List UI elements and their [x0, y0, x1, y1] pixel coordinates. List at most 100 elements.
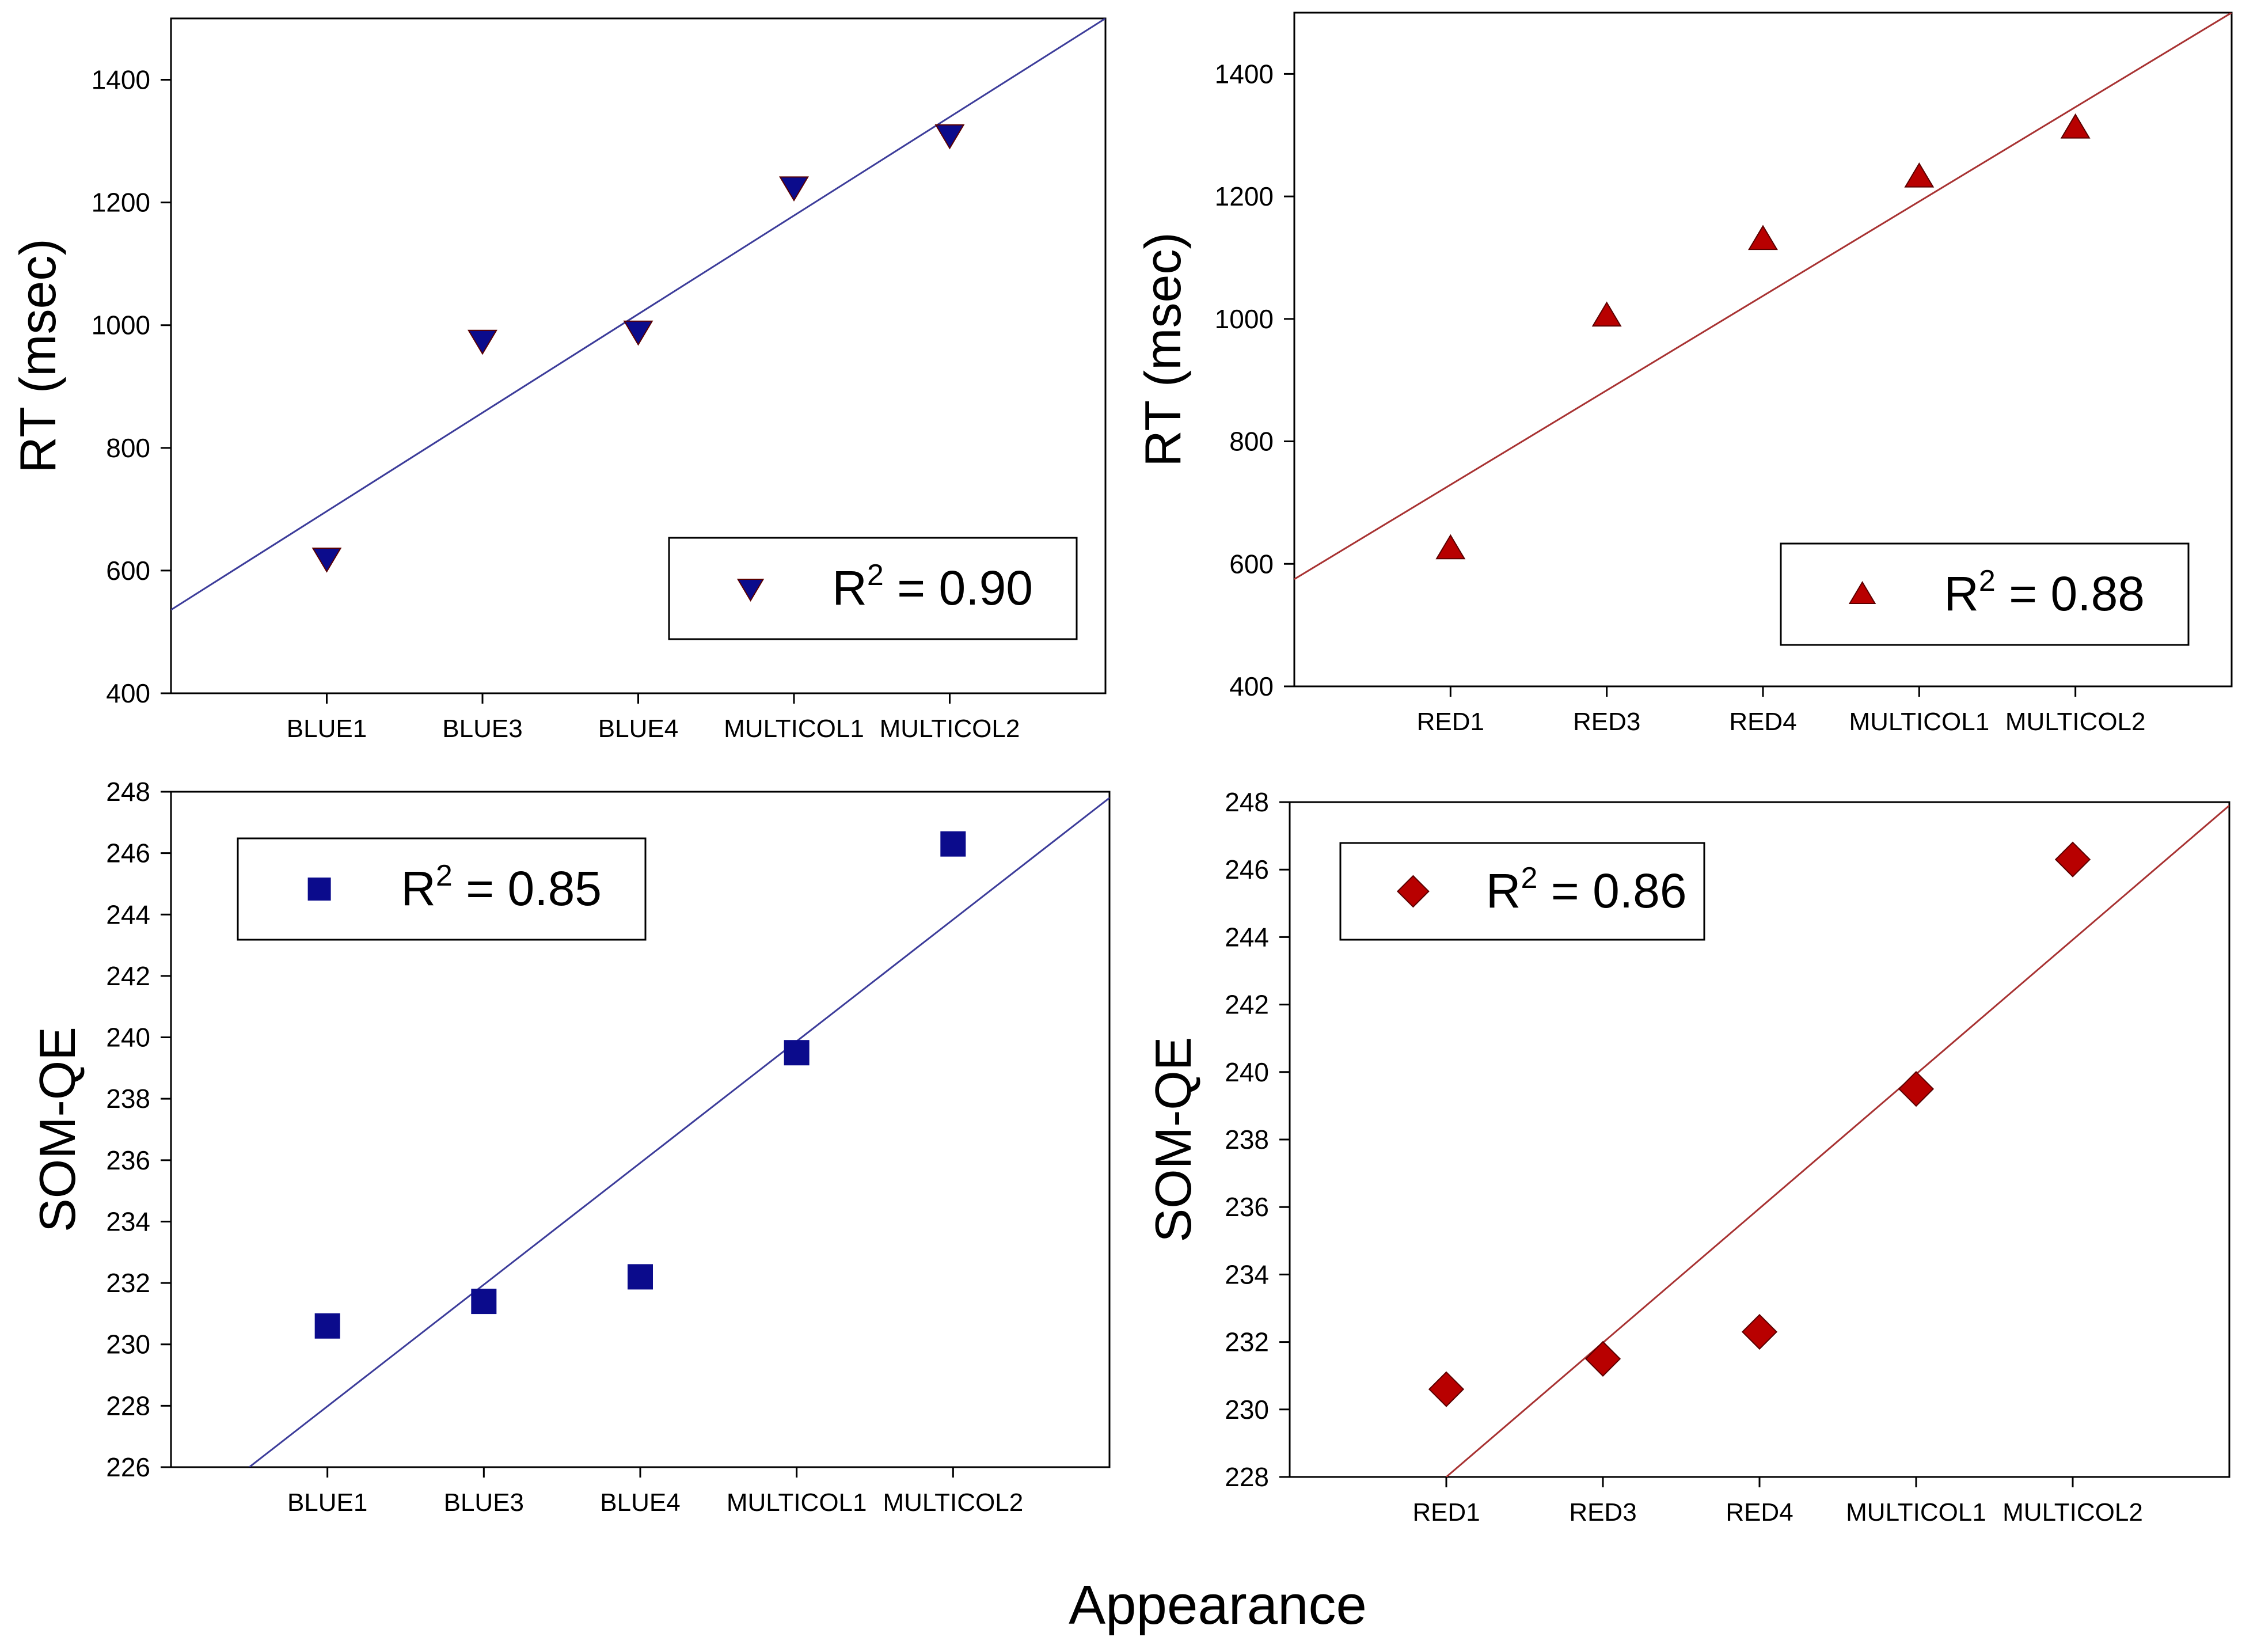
y-tick-label: 230 [106, 1330, 150, 1359]
x-tick-label: RED4 [1726, 1498, 1793, 1526]
legend-r-value: = 0.90 [884, 561, 1033, 615]
data-point [623, 320, 653, 346]
y-tick-label: 400 [1229, 671, 1274, 701]
y-tick-label: 242 [1225, 990, 1269, 1020]
x-tick-label: RED4 [1729, 708, 1796, 736]
legend-r-prefix: R [401, 861, 436, 916]
regression-line [1294, 13, 2232, 580]
y-tick-label: 800 [1229, 427, 1274, 457]
y-axis-title: RT (msec) [9, 238, 66, 473]
y-tick-label: 244 [106, 899, 150, 929]
legend-r-prefix: R [832, 561, 867, 615]
regression-line [1446, 804, 2229, 1477]
y-tick-label: 242 [106, 961, 150, 991]
y-tick-label: 230 [1225, 1395, 1269, 1425]
legend-r-squared: R2 = 0.86 [1486, 861, 1687, 918]
y-tick-label: 1200 [1215, 181, 1274, 211]
y-tick-label: 238 [1225, 1125, 1269, 1154]
y-tick-label: 600 [106, 556, 150, 586]
y-axis-title: RT (msec) [1134, 232, 1191, 466]
data-point [471, 1289, 497, 1315]
x-tick-label: MULTICOL1 [1849, 708, 1989, 736]
data-point [784, 1040, 810, 1066]
y-tick-label: 246 [1225, 855, 1269, 884]
data-point [1748, 225, 1778, 250]
legend-r-squared: R2 = 0.90 [832, 559, 1033, 615]
legend-r-exponent: 2 [867, 559, 884, 592]
y-axis-title: SOM-QE [29, 1027, 86, 1232]
panel-somqe-red: 228 230 232 234 236 238 240 242 244 246 248 RED1 RED… [1145, 787, 2230, 1526]
legend-marker [307, 878, 331, 901]
y-tick-label: 234 [1225, 1259, 1269, 1289]
x-tick-label: RED3 [1573, 708, 1640, 736]
legend-r-value: = 0.86 [1537, 864, 1686, 918]
legend-box [237, 837, 647, 941]
x-tick-label: RED1 [1417, 708, 1484, 736]
y-tick-label: 234 [106, 1206, 150, 1236]
legend-r-squared: R2 = 0.88 [1944, 564, 2145, 621]
legend-marker [736, 579, 765, 602]
y-tick-label: 1400 [1215, 59, 1274, 89]
x-tick-label: BLUE1 [287, 1488, 367, 1517]
legend-r-value: = 0.88 [1996, 567, 2145, 621]
y-tick-label: 228 [106, 1391, 150, 1421]
x-tick-label: BLUE3 [442, 715, 522, 743]
data-point [2054, 841, 2091, 878]
y-tick-label: 246 [106, 838, 150, 868]
legend-r-exponent: 2 [1521, 861, 1537, 895]
data-point [1741, 1313, 1778, 1350]
y-tick-label: 238 [106, 1084, 150, 1114]
x-tick-label: RED1 [1412, 1498, 1480, 1526]
legend-marker [1848, 581, 1876, 604]
regression-line [248, 797, 1109, 1467]
x-tick-label: BLUE4 [598, 715, 678, 743]
legend-r-exponent: 2 [1979, 564, 1996, 598]
y-tick-label: 244 [1225, 922, 1269, 952]
y-tick-label: 240 [106, 1023, 150, 1053]
y-tick-label: 248 [106, 777, 150, 807]
y-tick-label: 800 [106, 433, 150, 463]
data-point [1435, 534, 1466, 560]
y-tick-label: 1200 [92, 188, 150, 218]
y-tick-label: 1000 [1215, 304, 1274, 334]
legend-r-squared: R2 = 0.85 [401, 859, 602, 916]
legend-r-value: = 0.85 [453, 861, 602, 916]
data-point [779, 176, 809, 202]
y-tick-label: 232 [1225, 1327, 1269, 1357]
x-tick-label: MULTICOL2 [2005, 708, 2146, 736]
regression-line [171, 18, 1105, 611]
y-tick-label: 400 [106, 678, 150, 708]
data-point [1898, 1070, 1935, 1107]
legend-r-exponent: 2 [436, 859, 453, 893]
legend-r-prefix: R [1486, 864, 1521, 918]
data-point [940, 831, 966, 857]
data-point [1584, 1340, 1621, 1377]
legend-marker [1396, 875, 1430, 908]
legend-r-prefix: R [1944, 567, 1979, 621]
x-tick-label: MULTICOL2 [2002, 1498, 2143, 1526]
x-tick-label: BLUE3 [444, 1488, 524, 1517]
data-point [468, 329, 497, 355]
y-tick-label: 248 [1225, 787, 1269, 817]
data-point [1904, 162, 1935, 188]
data-point [2060, 113, 2091, 139]
data-point [628, 1264, 653, 1290]
panel-somqe-blue: 226 228 230 232 234 236 238 240 242 244 246 248 BLUE… [29, 777, 1111, 1517]
x-tick-label: BLUE1 [287, 715, 367, 743]
x-tick-label: RED3 [1569, 1498, 1636, 1526]
x-axis-title: Appearance [1069, 1574, 1367, 1636]
data-point [314, 1313, 340, 1339]
y-tick-label: 232 [106, 1268, 150, 1298]
x-tick-label: MULTICOL2 [880, 715, 1020, 743]
panel-rt-blue: 400 600 800 1000 1200 1400 BLUE1 BLUE3 BLUE4 MULT… [9, 17, 1107, 743]
y-axis-title: SOM-QE [1145, 1037, 1202, 1243]
x-tick-label: MULTICOL1 [727, 1488, 867, 1517]
y-tick-label: 228 [1225, 1462, 1269, 1492]
y-tick-label: 1000 [92, 310, 150, 340]
x-tick-label: MULTICOL2 [883, 1488, 1023, 1517]
data-point [1428, 1371, 1465, 1407]
x-tick-label: BLUE4 [600, 1488, 680, 1517]
y-tick-label: 236 [106, 1145, 150, 1175]
y-tick-label: 236 [1225, 1192, 1269, 1222]
